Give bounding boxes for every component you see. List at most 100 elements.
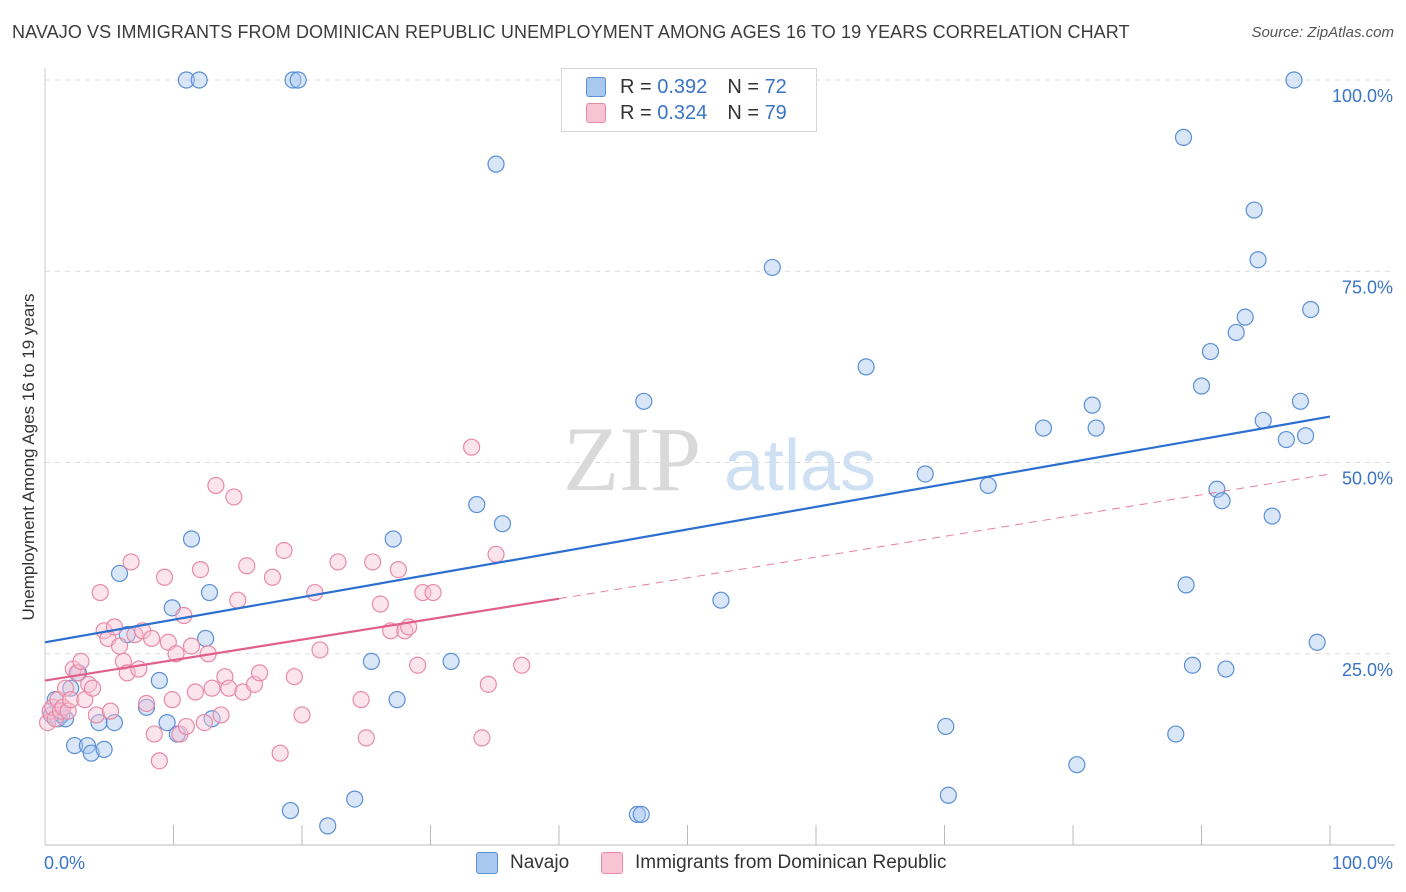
data-point-navajo <box>1236 308 1254 326</box>
data-point-dominican <box>175 606 193 625</box>
data-point-dominican <box>357 729 375 747</box>
watermark: ZIP atlas <box>563 408 876 510</box>
data-point-dominican <box>212 706 230 724</box>
data-point-navajo <box>937 717 955 736</box>
data-point-navajo <box>200 583 219 602</box>
data-point-dominican <box>409 656 427 674</box>
data-point-dominican <box>105 618 123 636</box>
data-point-dominican <box>163 691 181 709</box>
data-point-dominican <box>329 553 347 571</box>
data-point-dominican <box>364 553 382 571</box>
data-point-navajo <box>384 530 402 548</box>
data-point-dominican <box>195 713 213 732</box>
data-point-dominican <box>371 595 389 613</box>
data-point-dominican <box>487 545 505 563</box>
data-point-navajo <box>281 801 300 820</box>
data-point-navajo <box>1192 377 1211 395</box>
data-point-navajo <box>346 790 364 808</box>
data-point-dominican <box>87 706 106 724</box>
data-point-navajo <box>289 71 307 89</box>
data-point-navajo <box>939 786 957 804</box>
data-point-navajo <box>284 71 302 89</box>
data-point-navajo <box>1201 342 1220 361</box>
data-point-navajo <box>487 155 505 173</box>
data-point-dominican <box>479 675 497 693</box>
data-point-navajo <box>203 710 221 728</box>
data-point-navajo <box>628 805 646 824</box>
data-point-navajo <box>1227 323 1245 342</box>
axes <box>44 68 1395 846</box>
data-point-navajo <box>1177 576 1195 594</box>
bottom-legend-swatch-dominican <box>601 852 623 874</box>
data-point-dominican <box>91 583 109 602</box>
data-point-dominican <box>311 641 329 659</box>
data-point-navajo <box>1245 201 1263 219</box>
data-point-dominican <box>137 694 156 713</box>
data-point-dominican <box>463 438 481 456</box>
data-point-dominican <box>145 725 163 743</box>
data-point-dominican <box>101 702 120 720</box>
data-point-navajo <box>158 713 176 732</box>
data-point-navajo <box>1249 251 1267 269</box>
data-point-navajo <box>182 530 201 548</box>
data-point-dominican <box>271 744 289 762</box>
data-point-navajo <box>1167 725 1185 743</box>
data-point-navajo <box>1308 633 1326 651</box>
legend-swatch-dominican <box>586 103 606 123</box>
data-point-dominican <box>167 645 185 663</box>
x-tick-label-start: 0.0% <box>44 853 85 873</box>
data-point-navajo <box>1263 507 1281 525</box>
bottom-legend-label-dominican: Immigrants from Dominican Republic <box>635 852 947 873</box>
data-point-navajo <box>1068 756 1086 774</box>
x-tick-label-end: 100.0% <box>1332 853 1393 873</box>
data-point-dominican <box>72 652 90 671</box>
data-point-dominican <box>424 583 442 602</box>
y-tick-label: 75.0% <box>1342 277 1393 297</box>
data-point-navajo <box>442 652 460 671</box>
correlation-legend: R = 0.392 N = 72 R = 0.324 N = 79 <box>561 68 817 132</box>
data-point-navajo <box>1034 419 1053 437</box>
data-point-navajo <box>197 629 215 648</box>
data-point-navajo <box>1213 492 1231 510</box>
data-point-navajo <box>763 258 781 277</box>
data-point-navajo <box>712 591 730 609</box>
data-point-dominican <box>130 660 148 678</box>
y-tick-label: 50.0% <box>1342 469 1393 489</box>
data-point-dominican <box>229 591 247 609</box>
data-point-navajo <box>82 744 100 762</box>
legend-row-dominican: R = 0.324 N = 79 <box>586 100 787 126</box>
data-point-navajo <box>362 652 380 671</box>
data-point-dominican <box>83 679 102 697</box>
watermark-zip: ZIP <box>563 408 701 510</box>
data-point-navajo <box>1277 430 1295 449</box>
data-point-navajo <box>857 358 875 376</box>
data-point-navajo <box>319 817 337 835</box>
data-point-dominican <box>150 752 168 770</box>
data-point-navajo <box>635 392 653 410</box>
data-point-dominican <box>182 637 201 655</box>
data-point-navajo <box>1183 656 1202 674</box>
data-point-navajo <box>1087 419 1105 437</box>
data-point-dominican <box>155 568 174 586</box>
data-point-navajo <box>1302 300 1320 319</box>
data-point-navajo <box>190 71 208 89</box>
y-tick-label: 100.0% <box>1332 86 1393 106</box>
data-point-navajo <box>1174 128 1193 146</box>
data-point-dominican <box>62 691 80 709</box>
data-point-navajo <box>388 691 406 709</box>
tick-labels: 25.0% 50.0% 75.0% 100.0% 0.0% 100.0% <box>44 86 1393 873</box>
data-point-dominican <box>263 568 282 586</box>
legend-n-value-dominican: 79 <box>764 101 787 124</box>
data-point-dominican <box>352 691 370 709</box>
data-point-dominican <box>220 679 238 697</box>
data-point-navajo <box>1254 411 1272 430</box>
trend-lines <box>44 415 1331 682</box>
trend-line-extension-dominican <box>558 473 1331 600</box>
data-point-navajo <box>1285 71 1303 89</box>
data-point-dominican <box>177 717 195 736</box>
data-point-navajo <box>1296 427 1315 445</box>
data-point-dominican <box>203 679 221 697</box>
data-point-navajo <box>632 805 650 824</box>
data-point-dominican <box>110 637 129 655</box>
